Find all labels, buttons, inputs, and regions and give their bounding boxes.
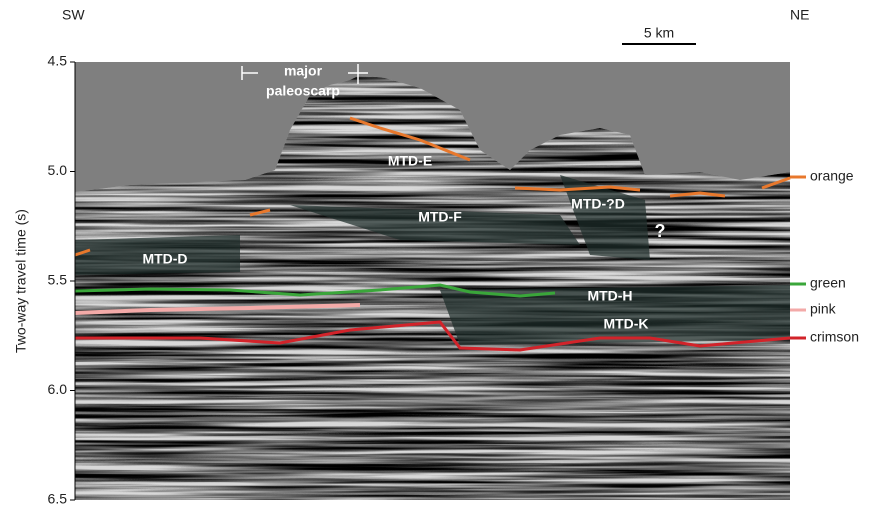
y-tick-label: 6.0: [48, 381, 68, 397]
horizon-line: [74, 283, 556, 298]
horizon-line: [75, 320, 791, 352]
y-tick-label: 4.5: [48, 53, 68, 69]
y-tick-label: 5.5: [48, 272, 68, 288]
horizon-label: pink: [810, 301, 837, 317]
horizon-line: [761, 176, 791, 190]
paleoscarp-bracket: [241, 64, 368, 84]
horizon-label: crimson: [810, 329, 859, 345]
horizon-label: green: [810, 275, 846, 291]
horizon-line: [74, 248, 91, 257]
annotation: paleoscarp: [266, 83, 340, 99]
horizon-line: [669, 191, 726, 198]
y-tick-label: 5.0: [48, 162, 68, 178]
unit-label: MTD-?D: [571, 196, 625, 212]
unit-label: MTD-D: [142, 251, 187, 267]
unit-label: MTD-E: [388, 153, 432, 169]
horizon-line: [249, 208, 271, 217]
y-tick-label: 6.5: [48, 491, 68, 507]
scale-label: 5 km: [644, 25, 674, 41]
horizon-line: [349, 116, 471, 162]
sw-label: SW: [62, 7, 85, 23]
horizon-line: [514, 185, 641, 192]
ne-label: NE: [790, 7, 809, 23]
mtd-zones: [75, 175, 790, 345]
unit-label: MTD-H: [587, 288, 632, 304]
unit-label: MTD-F: [418, 209, 462, 225]
annotation: major: [284, 63, 323, 79]
horizon-line: [74, 303, 361, 315]
y-axis-label: Two-way travel time (s): [13, 209, 29, 353]
annotation: ?: [655, 221, 666, 241]
horizon-label: orange: [810, 168, 854, 184]
unit-label: MTD-K: [603, 316, 648, 332]
horizons: [74, 116, 791, 352]
